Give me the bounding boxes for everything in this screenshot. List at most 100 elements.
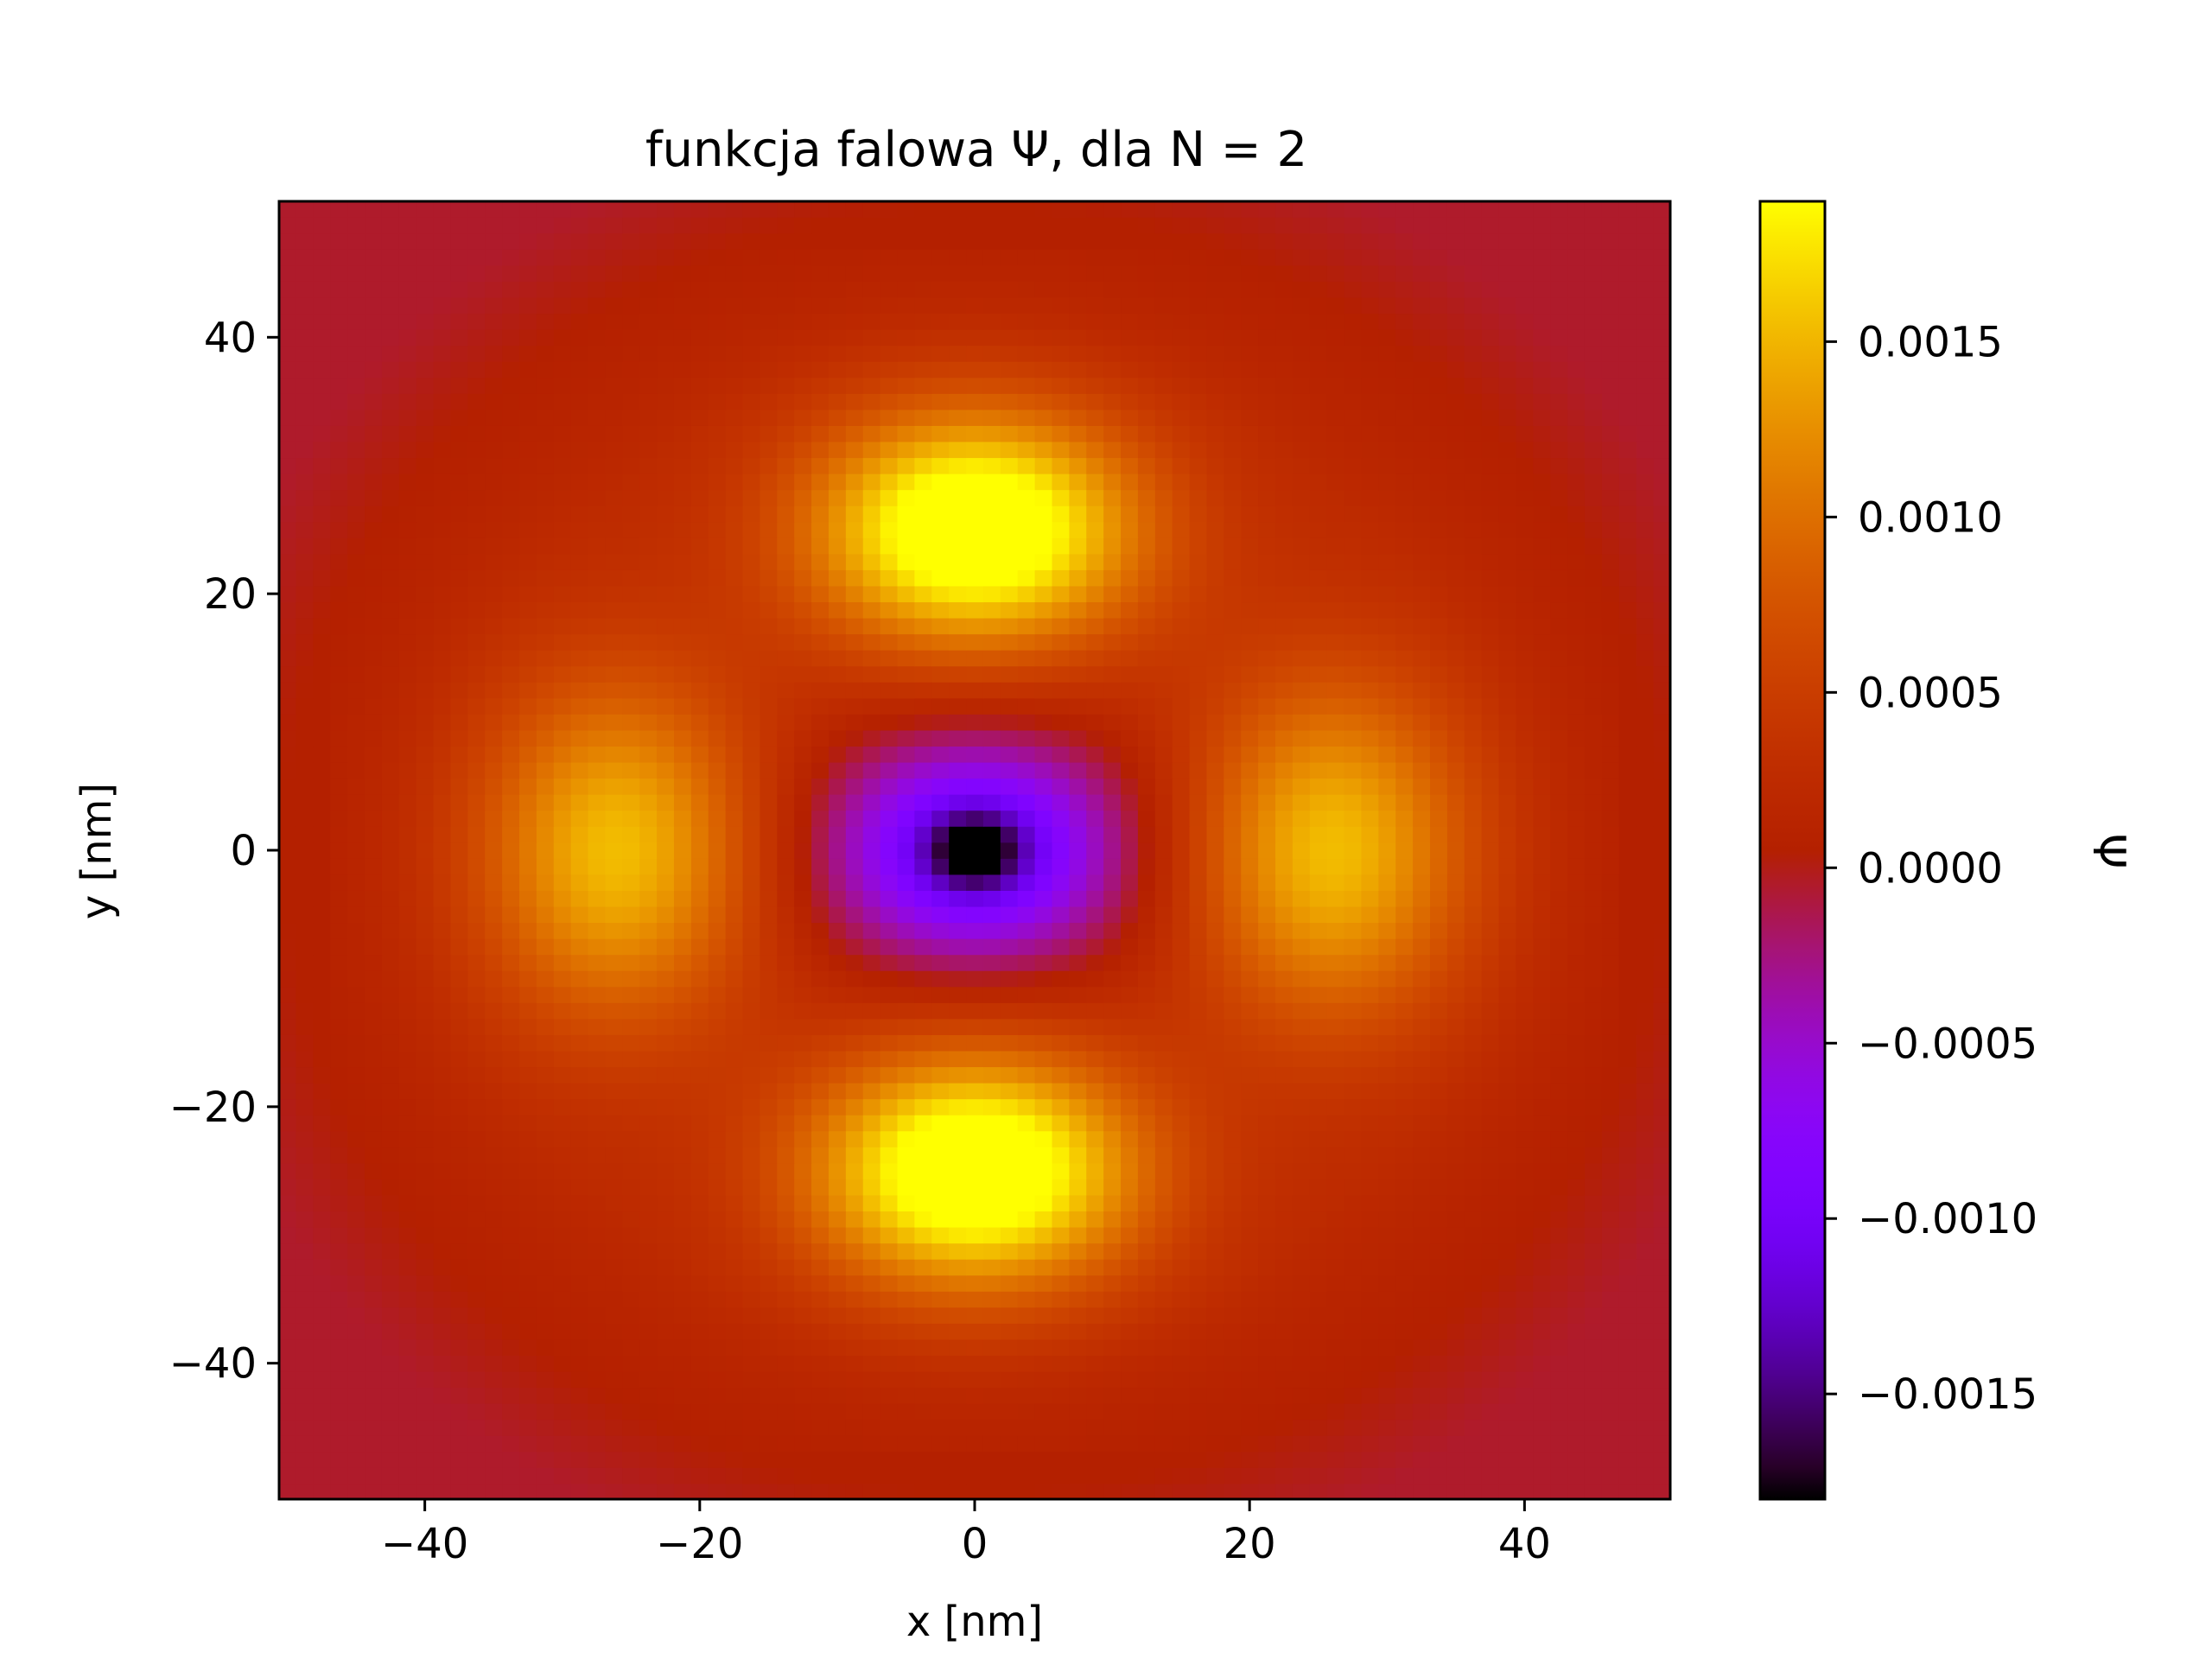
heatmap-cell xyxy=(502,1370,520,1389)
heatmap-cell xyxy=(1034,1194,1053,1212)
heatmap-cell xyxy=(725,1179,744,1196)
heatmap-cell xyxy=(313,1130,331,1147)
heatmap-cell xyxy=(966,1274,984,1292)
heatmap-cell xyxy=(1189,1370,1208,1389)
heatmap-cell xyxy=(278,1194,297,1212)
heatmap-cell xyxy=(1567,794,1586,811)
heatmap-cell xyxy=(1154,665,1173,683)
heatmap-cell xyxy=(1326,1115,1345,1132)
heatmap-cell xyxy=(536,521,555,538)
heatmap-cell xyxy=(1533,1211,1551,1228)
heatmap-cell xyxy=(1413,1403,1431,1421)
heatmap-cell xyxy=(639,810,658,827)
heatmap-cell xyxy=(914,505,932,523)
heatmap-cell xyxy=(502,665,520,683)
heatmap-cell xyxy=(742,938,761,956)
heatmap-cell xyxy=(1344,1370,1363,1389)
heatmap-cell xyxy=(1550,1323,1568,1340)
heatmap-cell xyxy=(1206,1403,1224,1421)
heatmap-cell xyxy=(639,521,658,538)
heatmap-cell xyxy=(1533,1034,1551,1052)
heatmap-cell xyxy=(949,1130,967,1147)
heatmap-cell xyxy=(365,1338,383,1356)
heatmap-cell xyxy=(982,650,1001,667)
heatmap-cell xyxy=(1395,1211,1414,1228)
heatmap-cell xyxy=(570,1179,589,1196)
heatmap-cell xyxy=(1121,537,1139,555)
heatmap-cell xyxy=(690,938,709,956)
heatmap-cell xyxy=(742,761,761,779)
heatmap-cell xyxy=(1481,1403,1500,1421)
heatmap-cell xyxy=(673,1066,692,1084)
heatmap-cell xyxy=(381,1179,400,1196)
heatmap-cell xyxy=(536,954,555,971)
heatmap-cell xyxy=(330,1387,348,1404)
heatmap-cell xyxy=(931,1274,950,1292)
heatmap-cell xyxy=(1052,633,1070,651)
heatmap-cell xyxy=(1154,1403,1173,1421)
heatmap-cell xyxy=(1567,1083,1586,1100)
heatmap-cell xyxy=(1258,1306,1276,1324)
heatmap-cell xyxy=(553,650,572,667)
heatmap-cell xyxy=(570,874,589,891)
heatmap-cell xyxy=(657,1306,675,1324)
heatmap-cell xyxy=(1103,1034,1122,1052)
heatmap-cell xyxy=(1395,1002,1414,1020)
heatmap-cell xyxy=(433,665,452,683)
heatmap-cell xyxy=(485,1098,503,1116)
heatmap-cell xyxy=(1584,1387,1603,1404)
heatmap-cell xyxy=(1429,697,1448,715)
heatmap-cell xyxy=(570,537,589,555)
heatmap-cell xyxy=(1618,521,1637,538)
heatmap-cell xyxy=(1584,1259,1603,1276)
heatmap-cell xyxy=(1034,1291,1053,1308)
heatmap-cell xyxy=(690,1034,709,1052)
heatmap-cell xyxy=(381,585,400,603)
heatmap-cell xyxy=(433,826,452,843)
heatmap-cell xyxy=(1052,1066,1070,1084)
heatmap-cell xyxy=(845,505,864,523)
heatmap-cell xyxy=(897,1403,915,1421)
heatmap-cell xyxy=(1206,537,1224,555)
heatmap-cell xyxy=(1429,1130,1448,1147)
heatmap-cell xyxy=(553,810,572,827)
heatmap-cell xyxy=(794,1259,812,1276)
heatmap-cell xyxy=(1292,1243,1311,1260)
heatmap-cell xyxy=(845,1291,864,1308)
heatmap-cell xyxy=(1326,794,1345,811)
heatmap-cell xyxy=(1275,1115,1294,1132)
heatmap-cell xyxy=(381,521,400,538)
heatmap-cell xyxy=(1361,906,1379,924)
heatmap-cell xyxy=(982,1370,1001,1389)
heatmap-cell xyxy=(502,505,520,523)
heatmap-cell xyxy=(1550,986,1568,1003)
heatmap-cell xyxy=(777,922,795,939)
heatmap-cell xyxy=(1137,1291,1156,1308)
heatmap-cell xyxy=(690,1162,709,1179)
heatmap-cell xyxy=(1121,890,1139,907)
heatmap-cell xyxy=(794,505,812,523)
heatmap-cell xyxy=(639,986,658,1003)
heatmap-cell xyxy=(1533,842,1551,859)
heatmap-cell xyxy=(1361,1451,1379,1468)
heatmap-cell xyxy=(1206,1002,1224,1020)
heatmap-cell xyxy=(982,1323,1001,1340)
heatmap-cell xyxy=(949,1467,967,1484)
heatmap-cell xyxy=(330,697,348,715)
heatmap-cell xyxy=(1172,858,1191,875)
heatmap-cell xyxy=(485,1483,503,1500)
heatmap-cell xyxy=(1429,1018,1448,1035)
heatmap-cell xyxy=(1413,1130,1431,1147)
heatmap-cell xyxy=(1429,938,1448,956)
heatmap-cell xyxy=(1567,1018,1586,1035)
heatmap-cell xyxy=(365,1162,383,1179)
heatmap-cell xyxy=(1361,778,1379,795)
heatmap-cell xyxy=(639,1243,658,1260)
heatmap-cell xyxy=(1189,954,1208,971)
heatmap-cell xyxy=(1516,1274,1534,1292)
heatmap-cell xyxy=(982,1243,1001,1260)
heatmap-cell xyxy=(1413,1467,1431,1484)
heatmap-cell xyxy=(760,1370,778,1389)
heatmap-cell xyxy=(485,1387,503,1404)
heatmap-cell xyxy=(1533,826,1551,843)
